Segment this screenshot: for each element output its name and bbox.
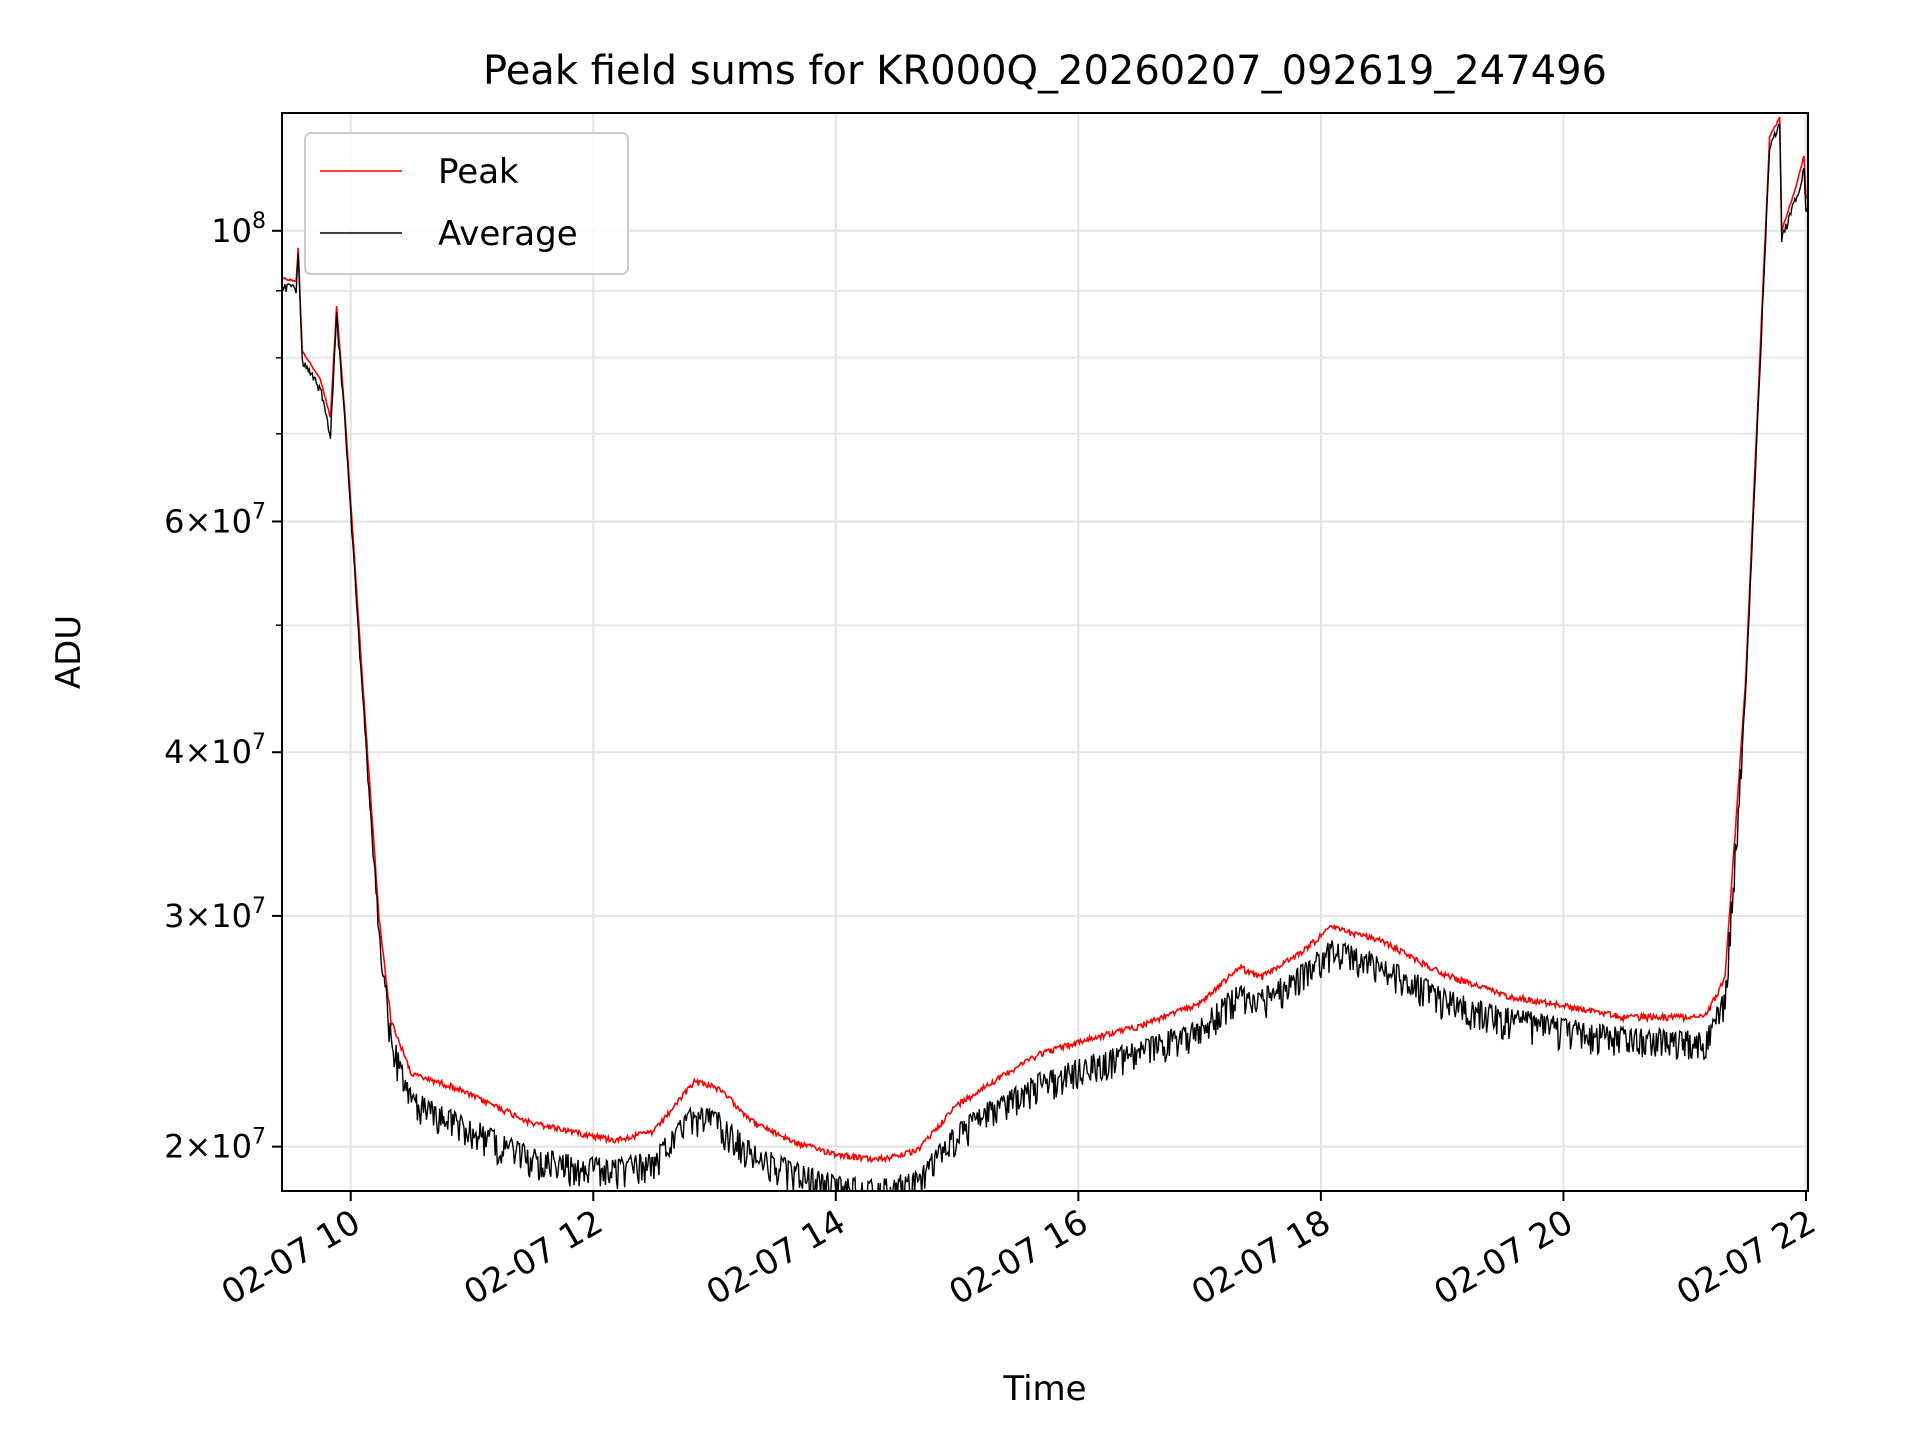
y-tick-label: 3×107 [164, 894, 266, 935]
legend-label-average: Average [438, 214, 578, 254]
y-tick-label: 2×107 [164, 1125, 266, 1166]
y-tick-label: 108 [211, 209, 266, 250]
series-line-average [282, 123, 1808, 1191]
y-tick-label: 4×107 [164, 730, 266, 771]
chart-title: Peak field sums for KR000Q_20260207_0926… [483, 48, 1607, 94]
legend: Peak Average [304, 132, 629, 275]
x-axis-label: Time [1002, 1369, 1086, 1409]
legend-label-peak: Peak [438, 152, 519, 192]
y-axis-label: ADU [49, 615, 89, 689]
y-tick-label: 6×107 [164, 499, 266, 540]
series-layer [282, 116, 1808, 1191]
plot-frame [281, 112, 1809, 1192]
series-line-peak [282, 116, 1808, 1164]
legend-box [304, 132, 629, 275]
